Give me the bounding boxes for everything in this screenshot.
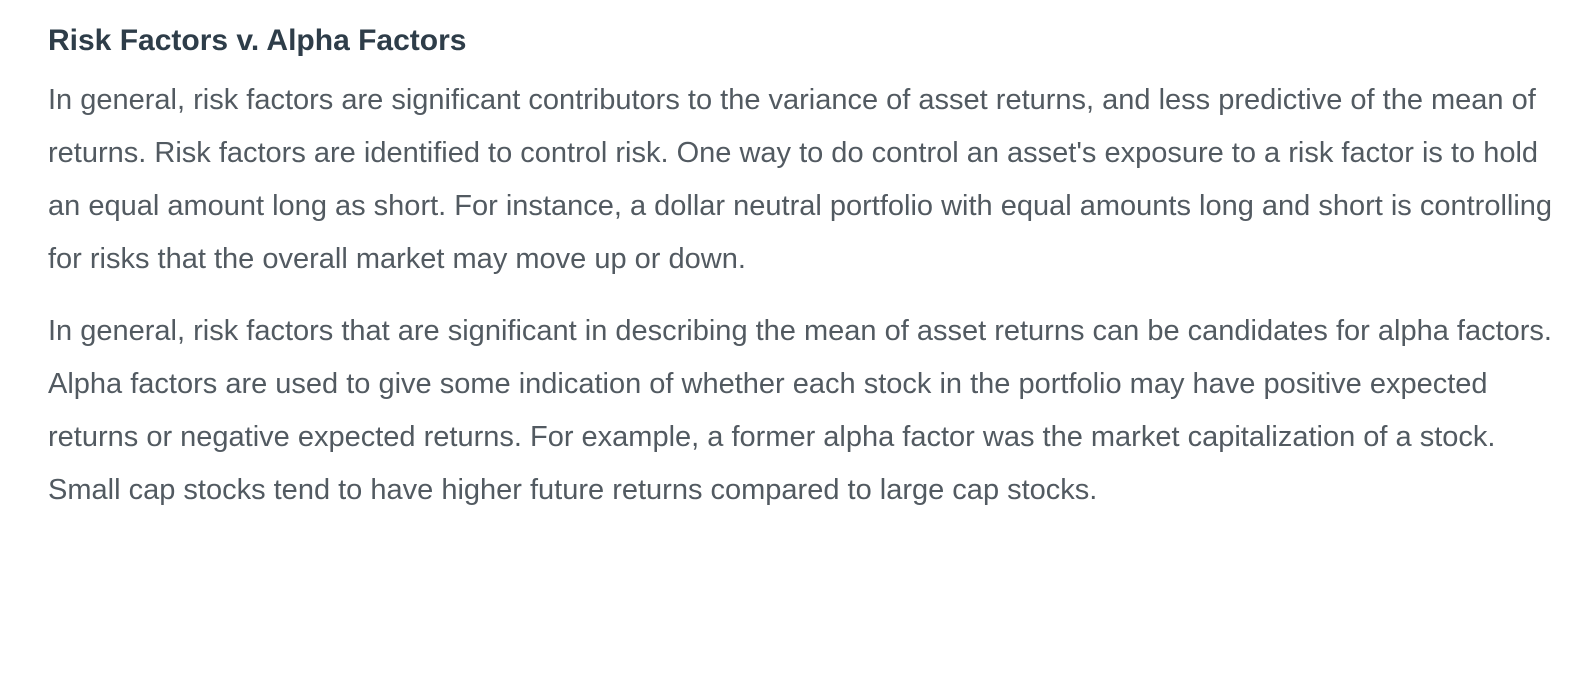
article-section: Risk Factors v. Alpha Factors In general… (48, 20, 1568, 517)
section-heading: Risk Factors v. Alpha Factors (48, 24, 467, 57)
paragraph-alpha-factors: In general, risk factors that are signif… (48, 315, 1552, 506)
paragraph-risk-factors: In general, risk factors are significant… (48, 84, 1553, 275)
